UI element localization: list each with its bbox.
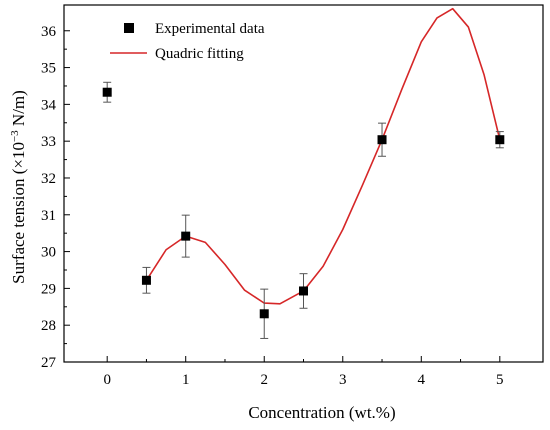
x-axis-ticks: 0 1 2 3 4 5 xyxy=(103,356,504,388)
x-tick-label: 5 xyxy=(496,372,504,388)
data-point xyxy=(299,286,308,296)
series-layer xyxy=(102,7,505,339)
y-tick-label: 28 xyxy=(41,318,56,334)
data-point xyxy=(259,309,269,319)
data-point xyxy=(377,135,387,145)
x-tick-label: 4 xyxy=(418,372,426,388)
y-tick-label: 29 xyxy=(41,281,56,297)
x-axis-label: Concentration (wt.%) xyxy=(248,403,395,422)
data-point xyxy=(141,275,151,285)
y-axis-label-prefix: Surface tension (×10 xyxy=(9,142,28,284)
x-tick-label: 2 xyxy=(260,372,268,388)
x-tick-label: 1 xyxy=(182,372,190,388)
legend: Experimental data Quadric fitting xyxy=(110,21,265,62)
data-point xyxy=(495,135,505,145)
y-tick-label: 34 xyxy=(41,97,57,113)
fit-curve xyxy=(145,7,501,305)
x-tick-label: 3 xyxy=(339,372,347,388)
y-tick-label: 31 xyxy=(41,208,56,224)
legend-label-experimental: Experimental data xyxy=(155,21,265,37)
legend-marker-square xyxy=(124,23,134,33)
y-tick-label: 35 xyxy=(41,61,56,77)
y-tick-label: 27 xyxy=(41,355,57,371)
data-point xyxy=(102,87,112,97)
y-tick-label: 36 xyxy=(41,24,57,40)
y-tick-label: 33 xyxy=(41,134,56,150)
y-tick-label: 32 xyxy=(41,171,56,187)
legend-label-fitting: Quadric fitting xyxy=(155,46,244,62)
y-axis-label-suffix: N/m) xyxy=(9,90,28,130)
y-axis-label-exponent: −3 xyxy=(9,130,21,142)
x-tick-label: 0 xyxy=(103,372,111,388)
y-tick-label: 30 xyxy=(41,245,56,261)
data-point xyxy=(181,231,191,241)
y-axis-label: Surface tension (×10−3 N/m) xyxy=(9,90,28,284)
y-axis-ticks: 27 28 29 30 31 32 33 34 35 36 xyxy=(41,24,70,371)
